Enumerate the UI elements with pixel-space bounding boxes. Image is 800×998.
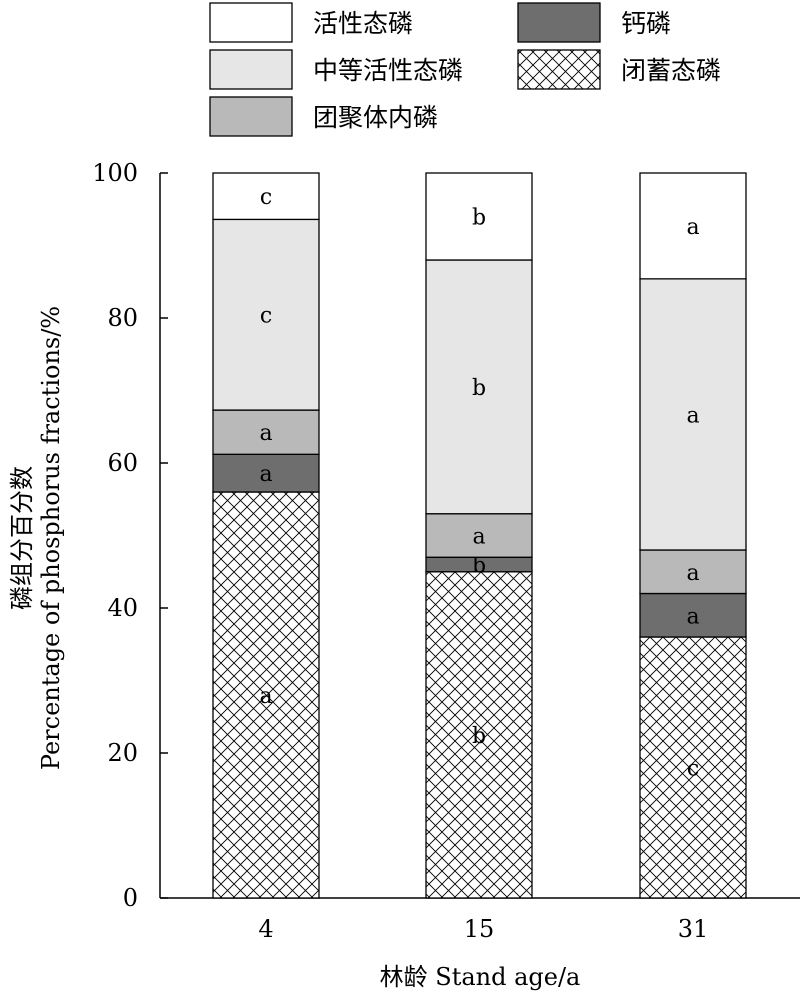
bar-segment: [212, 409, 320, 455]
significance-letter: a: [259, 421, 272, 446]
y-axis-label-cn: 磷组分百分数: [8, 466, 36, 610]
legend-swatch: [209, 2, 293, 43]
legend-label: 钙磷: [621, 9, 671, 38]
significance-letter: a: [686, 561, 699, 586]
y-tick-label: 80: [107, 304, 138, 332]
x-axis-label: 林龄 Stand age/a: [380, 963, 581, 991]
y-axis-label-en: Percentage of phosphorus fractions/%: [37, 306, 65, 770]
significance-letter: a: [259, 684, 272, 709]
bar-segment: [425, 172, 533, 261]
y-tick-label: 40: [107, 594, 138, 622]
bar-segment: [212, 453, 320, 493]
legend-swatch: [517, 2, 601, 43]
significance-letter: c: [687, 757, 699, 782]
significance-letter: b: [472, 206, 486, 231]
legend-swatch: [209, 96, 293, 137]
x-tick-label: 31: [678, 915, 709, 943]
significance-letter: b: [472, 724, 486, 749]
bar-segment: [212, 491, 320, 899]
significance-letter: a: [686, 604, 699, 629]
x-ticks: 4 15 31: [258, 915, 708, 943]
y-tick-label: 100: [92, 159, 138, 187]
x-tick-label: 15: [464, 915, 495, 943]
y-tick-label: 60: [107, 449, 138, 477]
bar-segment: [425, 513, 533, 558]
significance-letter: a: [686, 403, 699, 428]
y-tick-label: 20: [107, 739, 138, 767]
y-ticks: 0 20 40 60 80 100: [92, 159, 168, 912]
legend-swatch: [517, 49, 601, 90]
bar-segment: [639, 278, 747, 551]
legend-label: 活性态磷: [313, 9, 413, 38]
significance-letter: b: [472, 376, 486, 401]
bar-segment: [639, 592, 747, 638]
significance-letter: c: [260, 304, 272, 329]
significance-letter: a: [472, 525, 485, 550]
significance-letter: a: [686, 215, 699, 240]
significance-letter: b: [472, 554, 486, 579]
legend-label: 闭蓄态磷: [621, 56, 721, 85]
bar-segment: [425, 571, 533, 899]
bar-segment: [212, 172, 320, 221]
significance-letter: a: [259, 462, 272, 487]
legend-label: 中等活性态磷: [313, 56, 463, 85]
significance-letter: c: [260, 185, 272, 210]
y-tick-label: 0: [123, 884, 138, 912]
legend-swatch: [209, 49, 293, 90]
bar-segment: [639, 172, 747, 280]
bar-segment: [212, 218, 320, 411]
bar-segment: [639, 636, 747, 899]
x-tick-label: 4: [258, 915, 273, 943]
legend-label: 团聚体内磷: [313, 103, 438, 132]
